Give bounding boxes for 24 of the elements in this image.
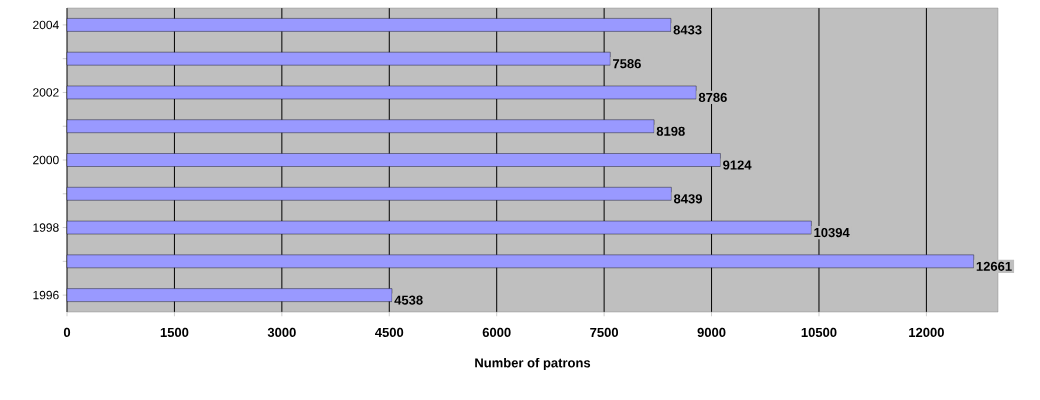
data-label: 8198 [656,126,685,136]
x-axis-title: Number of patrons [475,357,591,371]
data-label: 8439 [673,194,702,204]
data-label: 7586 [613,59,641,69]
data-label: 12661 [976,261,1012,271]
data-label: 9124 [723,160,752,170]
data-label: 8786 [698,92,727,103]
y-tick-label: 2002 [33,88,59,97]
x-tick-label: 3000 [267,327,296,338]
x-tick-label: 4500 [375,327,404,338]
data-label: 8433 [673,25,702,35]
y-tick-label: 1996 [33,290,59,300]
y-tick-label: 2004 [33,20,59,30]
y-tick-label: 1998 [33,223,59,232]
data-label: 10394 [814,227,850,238]
x-tick-label: 9000 [697,327,726,338]
x-tick-label: 7500 [590,327,619,338]
x-tick-label: 10500 [801,327,837,338]
x-tick-label: 6000 [482,327,511,338]
y-tick-label: 2000 [33,155,59,165]
x-tick-label: 0 [63,327,71,338]
x-tick-label: 12000 [909,327,944,338]
data-label: 4538 [394,295,423,305]
x-tick-label: 1500 [160,327,189,338]
